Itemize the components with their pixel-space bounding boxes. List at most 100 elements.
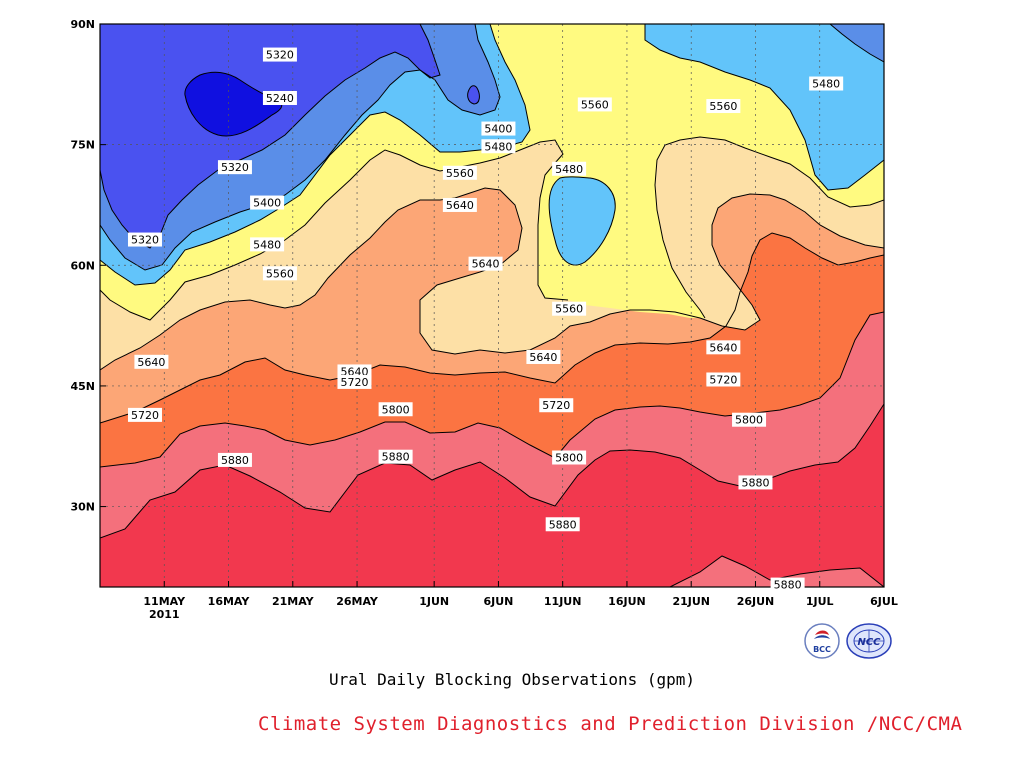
bcc-logo-icon: BCC <box>804 623 840 659</box>
x-tick-label: 11MAY <box>143 595 186 608</box>
contour-label: 5640 <box>526 349 561 364</box>
contour-line-5720 <box>100 232 884 424</box>
plot-frame <box>99 23 885 588</box>
y-axis: 30N 45N 60N 75N 90N <box>70 18 106 514</box>
contour-label-text: 5880 <box>774 579 802 592</box>
contour-line-5560 <box>100 136 884 321</box>
contour-label-text: 5880 <box>382 451 410 464</box>
band-5800-5880-south <box>670 556 884 587</box>
contour-label: 5640 <box>468 256 503 271</box>
contour-label-text: 5560 <box>266 267 294 280</box>
x-tick-label: 16MAY <box>208 595 251 608</box>
ncc-logo-text: NCC <box>857 637 881 648</box>
contour-label: 5240 <box>262 90 297 105</box>
contour-label: 5320 <box>217 160 252 175</box>
contour-label-text: 5800 <box>382 403 410 416</box>
x-year-label: 2011 <box>149 608 180 621</box>
contour-label-bg <box>732 412 767 427</box>
credit-text: Climate System Diagnostics and Predictio… <box>258 713 963 735</box>
x-axis: 11MAY 16MAY 21MAY 26MAY 1JUN 6JUN 11JUN 16JUN 21… <box>143 581 898 621</box>
contour-label-bg <box>706 340 741 355</box>
contour-label-text: 5480 <box>484 140 512 153</box>
band-5240-5320 <box>100 24 440 248</box>
contour-label: 5560 <box>706 99 741 114</box>
bcc-logo-text: BCC <box>813 645 831 654</box>
contour-label: 5800 <box>732 412 767 427</box>
contour-label-bg <box>552 301 587 316</box>
contour-label-bg <box>577 97 612 112</box>
x-tick-label: 6JUN <box>483 595 513 608</box>
contour-label-text: 5400 <box>484 123 512 136</box>
contour-label: 5560 <box>262 266 297 281</box>
contour-label-bg <box>552 161 587 176</box>
contour-label-bg <box>262 90 297 105</box>
contour-label: 5640 <box>134 354 169 369</box>
contour-label-bg <box>217 160 252 175</box>
y-tick-label: 60N <box>70 259 95 272</box>
band-5240-5320-spot <box>467 85 480 104</box>
contour-label-bg <box>706 99 741 114</box>
contour-label: 5640 <box>706 340 741 355</box>
x-tick-label: 6JUL <box>870 595 898 608</box>
y-tick-label: 90N <box>70 18 95 31</box>
chart-title: Ural Daily Blocking Observations (gpm) <box>328 670 696 689</box>
y-tick-label: 30N <box>70 501 95 514</box>
contour-label-bg <box>526 349 561 364</box>
contour-label-text: 5480 <box>812 78 840 91</box>
contour-label-bg <box>706 372 741 387</box>
contour-label-bg <box>262 266 297 281</box>
x-tick-label: 1JUL <box>806 595 834 608</box>
contour-label-bg <box>127 407 162 422</box>
contour-label-bg <box>134 354 169 369</box>
contour-label: 5880 <box>378 449 413 464</box>
contour-label-text: 5800 <box>735 414 763 427</box>
contour-label: 5480 <box>552 161 587 176</box>
contour-label-bg <box>770 577 805 592</box>
contour-label-bg <box>545 517 580 532</box>
contour-label-text: 5640 <box>472 258 500 271</box>
contour-label-text: 5720 <box>340 376 368 389</box>
band-below-5240 <box>184 72 282 136</box>
contour-label-bg <box>337 374 372 389</box>
x-tick-label: 21JUN <box>672 595 710 608</box>
contour-label-bg <box>481 139 516 154</box>
contour-label-bg <box>250 237 285 252</box>
contour-label: 5560 <box>442 165 477 180</box>
x-tick-label: 1JUN <box>419 595 449 608</box>
band-5320-5400-ne <box>830 24 884 62</box>
contour-label: 5480 <box>809 76 844 91</box>
contour-label-bg <box>442 165 477 180</box>
contour-label-bg <box>378 449 413 464</box>
band-5400-5480-island <box>549 176 616 266</box>
contour-label: 5400 <box>481 121 516 136</box>
contour-label-text: 5560 <box>581 98 609 111</box>
contour-label-bg <box>539 398 574 413</box>
x-tick-label: 16JUN <box>608 595 646 608</box>
contour-label-bg <box>262 47 297 62</box>
contour-label: 5560 <box>552 301 587 316</box>
contour-label-text: 5800 <box>555 452 583 465</box>
contour-label-bg <box>738 475 773 490</box>
x-tick-label: 21MAY <box>272 595 315 608</box>
contour-label-bg <box>468 256 503 271</box>
contour-label-text: 5320 <box>131 234 159 247</box>
contour-label: 5320 <box>127 232 162 247</box>
contour-label-bg <box>378 402 413 417</box>
contour-line-5400 <box>100 24 884 271</box>
contour-label-text: 5640 <box>446 199 474 212</box>
contour-line-5880-south <box>669 555 884 587</box>
contour-label-text: 5880 <box>741 476 769 489</box>
contour-label: 5400 <box>250 195 285 210</box>
x-tick-label: 11JUN <box>544 595 582 608</box>
contour-label-text: 5560 <box>555 303 583 316</box>
contour-labels: 5320 5240 5320 5400 5480 5560 5320 5640 5720 5880… <box>127 47 844 592</box>
contour-label: 5480 <box>481 139 516 154</box>
contour-label-text: 5560 <box>446 167 474 180</box>
contour-label-text: 5720 <box>131 409 159 422</box>
contour-label-text: 5640 <box>709 341 737 354</box>
contour-label: 5640 <box>442 197 477 212</box>
contour-label-bg <box>442 197 477 212</box>
contour-label-text: 5320 <box>221 161 249 174</box>
contour-label-bg <box>217 452 252 467</box>
contour-label-text: 5480 <box>253 238 281 251</box>
